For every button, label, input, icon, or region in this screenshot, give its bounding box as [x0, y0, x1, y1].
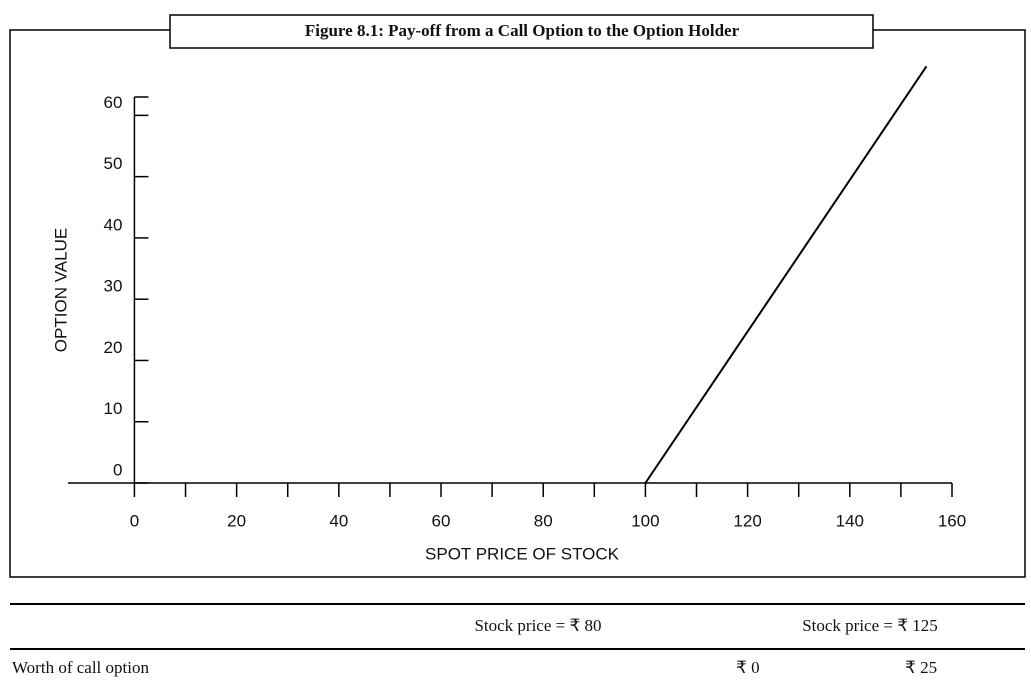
payoff-line [644, 65, 928, 484]
y-tick-label: 50 [104, 154, 123, 173]
table-cell: ₹ 25 [905, 658, 937, 677]
x-tick-label: 120 [733, 511, 761, 530]
y-tick-label: 40 [104, 215, 123, 234]
y-tick-label: 60 [104, 93, 123, 112]
x-tick-label: 160 [938, 511, 966, 530]
table-row-label: Worth of call option [12, 658, 149, 677]
x-tick-label: 40 [329, 511, 348, 530]
y-tick-label: 0 [113, 460, 122, 479]
figure-frame [9, 29, 1026, 578]
title-box [169, 14, 874, 49]
y-tick-label: 20 [104, 338, 123, 357]
x-tick-label: 0 [130, 511, 139, 530]
table-header: Stock price = ₹ 125 [802, 616, 938, 635]
table-cell: ₹ 0 [736, 658, 760, 677]
y-tick-label: 30 [104, 277, 123, 296]
y-axis-label: OPTION VALUE [51, 228, 70, 352]
x-tick-label: 60 [432, 511, 451, 530]
chart-title: Figure 8.1: Pay-off from a Call Option t… [305, 21, 740, 40]
x-tick-label: 20 [227, 511, 246, 530]
table-header: Stock price = ₹ 80 [474, 616, 601, 635]
x-tick-label: 100 [631, 511, 659, 530]
x-tick-label: 80 [534, 511, 553, 530]
x-axis-label: SPOT PRICE OF STOCK [425, 544, 620, 563]
y-tick-label: 10 [104, 399, 123, 418]
x-tick-label: 140 [836, 511, 864, 530]
